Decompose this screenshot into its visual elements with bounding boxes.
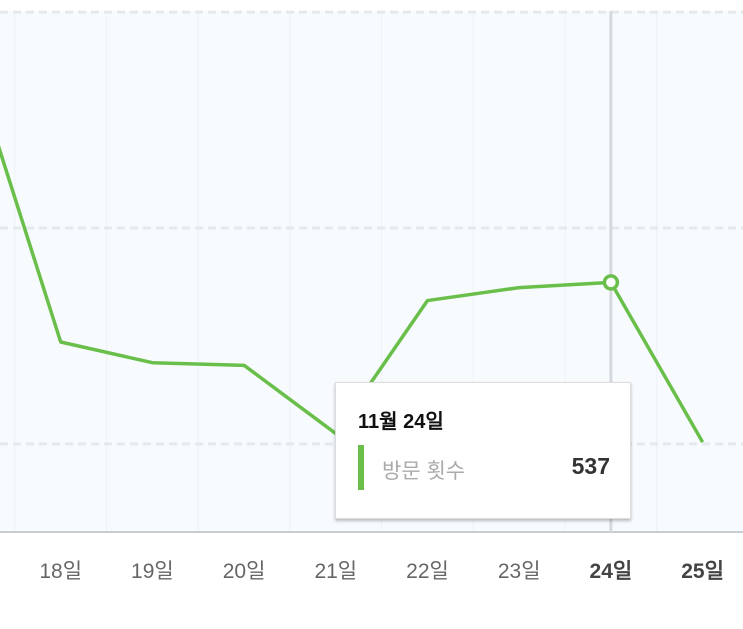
- x-tick-label: 24일: [590, 560, 633, 583]
- tooltip-title: 11월 24일: [358, 411, 444, 433]
- x-tick-label: 23일: [498, 560, 541, 583]
- series-color-marker: [358, 445, 364, 490]
- tooltip-series-label: 방문 횟수: [382, 460, 466, 483]
- x-tick-label: 18일: [39, 560, 82, 583]
- tooltip-value: 537: [571, 453, 610, 479]
- highlighted-data-point: [602, 274, 620, 291]
- x-tick-label: 22일: [406, 560, 449, 583]
- x-tick-label: 25일: [681, 560, 724, 583]
- x-tick-label: 19일: [131, 560, 174, 583]
- x-tick-label: 21일: [314, 560, 357, 583]
- x-tick-label: 20일: [223, 560, 266, 583]
- chart-tooltip: 11월 24일 방문 횟수 537: [335, 382, 631, 519]
